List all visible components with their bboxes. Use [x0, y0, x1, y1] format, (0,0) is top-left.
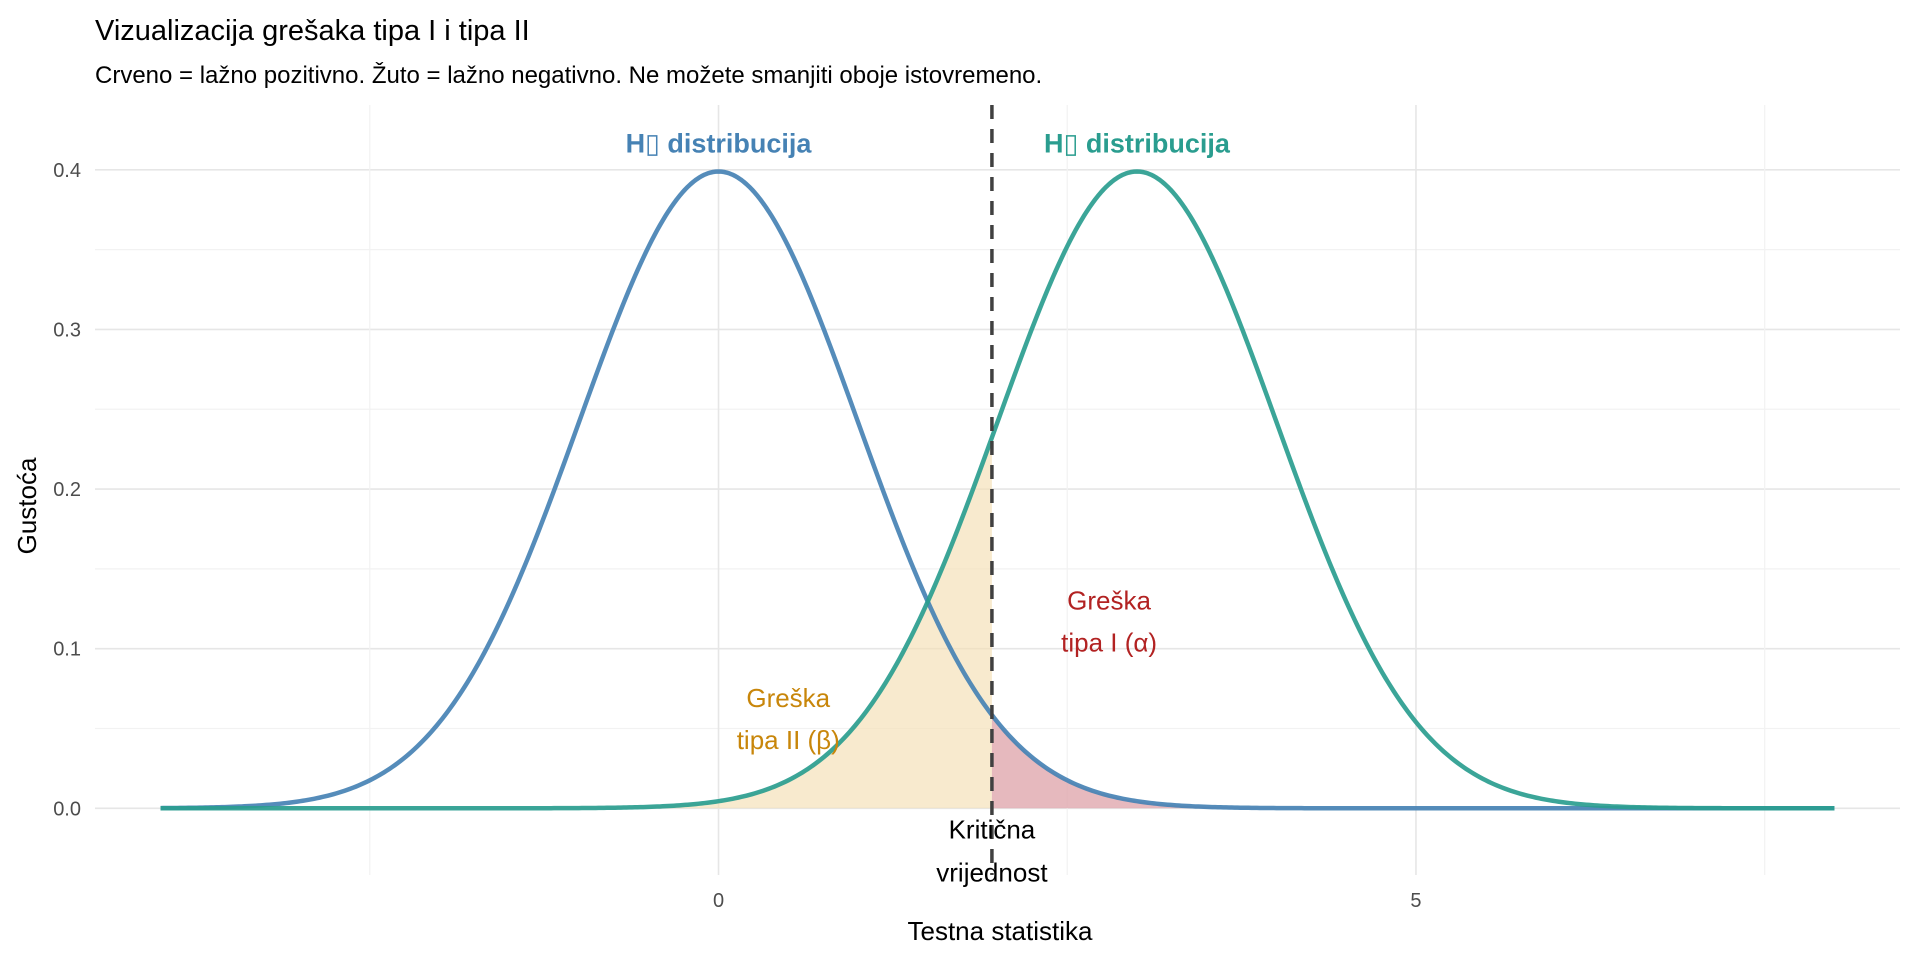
y-tick-label: 0.4	[53, 160, 81, 182]
h1-distribution-label: H▯ distribucija	[1044, 129, 1231, 159]
y-tick-label: 0.2	[53, 479, 81, 501]
critical-value-label-line2: vrijednost	[936, 857, 1048, 887]
density-curves	[160, 169, 1835, 811]
h1-density-curve	[160, 169, 1835, 811]
x-tick-label: 0	[713, 890, 724, 912]
h0-distribution-label: H▯ distribucija	[626, 129, 813, 159]
x-tick-label: 5	[1410, 890, 1421, 912]
type-i-error-region	[991, 714, 1835, 809]
axis-ticks: 0.0 0.1 0.2 0.3 0.4 0 5	[53, 160, 1421, 912]
type-i-error-label-line2: tipa I (α)	[1061, 628, 1157, 658]
annotations: H▯ distribucija H▯ distribucija Greška tipa…	[626, 129, 1231, 888]
type-ii-error-region	[160, 437, 992, 809]
y-tick-label: 0.3	[53, 319, 81, 341]
y-axis-title: Gustoća	[12, 457, 42, 554]
error-regions	[160, 437, 1835, 809]
type-i-error-label-line1: Greška	[1067, 586, 1151, 616]
chart-title: Vizualizacija grešaka tipa I i tipa II	[95, 15, 530, 47]
type-ii-error-label-line2: tipa II (β)	[737, 725, 840, 755]
critical-value-label-line1: Kritična	[949, 814, 1036, 844]
h0-density-curve	[160, 169, 1835, 811]
y-tick-label: 0.0	[53, 798, 81, 820]
type-ii-error-label-line1: Greška	[746, 683, 830, 713]
y-tick-label: 0.1	[53, 639, 81, 661]
x-axis-title: Testna statistika	[908, 916, 1094, 946]
chart-subtitle: Crveno = lažno pozitivno. Žuto = lažno n…	[95, 62, 1042, 89]
